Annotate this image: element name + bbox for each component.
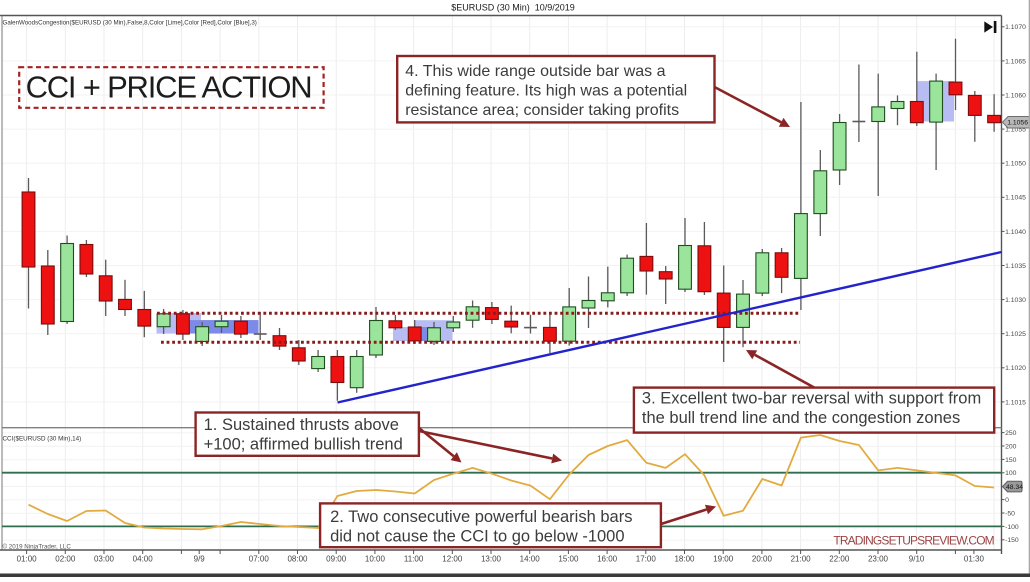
svg-text:09:00: 09:00	[326, 555, 347, 564]
svg-text:10:00: 10:00	[365, 555, 386, 564]
svg-text:1.1070: 1.1070	[1005, 24, 1026, 31]
svg-text:0: 0	[1005, 497, 1009, 504]
svg-text:14:00: 14:00	[520, 555, 541, 564]
svg-text:08:00: 08:00	[287, 555, 308, 564]
svg-text:18:00: 18:00	[674, 555, 695, 564]
svg-text:1.1040: 1.1040	[1005, 229, 1026, 236]
svg-text:250: 250	[1005, 430, 1017, 437]
svg-text:11:00: 11:00	[404, 555, 424, 564]
svg-text:did not cause the CCI to go be: did not cause the CCI to go below -1000	[330, 527, 624, 545]
svg-text:150: 150	[1005, 457, 1017, 464]
svg-text:13:00: 13:00	[481, 555, 502, 564]
svg-text:$EURUSD (30 Min) 10/9/2019: $EURUSD (30 Min) 10/9/2019	[451, 3, 575, 13]
svg-text:21:00: 21:00	[791, 555, 812, 564]
svg-text:-50: -50	[1005, 510, 1015, 517]
svg-text:GalenWoodsCongestion($EURUSD (: GalenWoodsCongestion($EURUSD (30 Min),Fa…	[3, 20, 257, 27]
svg-text:1.1060: 1.1060	[1005, 92, 1026, 99]
svg-text:19:00: 19:00	[713, 555, 734, 564]
svg-text:CCI($EURUSD (30 Min),14): CCI($EURUSD (30 Min),14)	[3, 436, 82, 443]
svg-text:© 2019 NinjaTrader, LLC: © 2019 NinjaTrader, LLC	[3, 544, 72, 551]
svg-text:48.34: 48.34	[1006, 484, 1023, 491]
svg-text:07:00: 07:00	[249, 555, 270, 564]
svg-text:01:00: 01:00	[17, 555, 38, 564]
svg-text:defining feature. Its high was: defining feature. Its high was a potenti…	[405, 82, 687, 99]
svg-text:15:00: 15:00	[558, 555, 579, 564]
svg-text:2. Two consecutive powerful be: 2. Two consecutive powerful bearish bars	[330, 508, 632, 526]
svg-text:03:00: 03:00	[94, 555, 115, 564]
svg-text:+100; affirmed bullish trend: +100; affirmed bullish trend	[204, 435, 403, 453]
svg-text:3. Excellent two-bar reversal: 3. Excellent two-bar reversal with suppo…	[642, 390, 981, 408]
svg-text:1.1035: 1.1035	[1005, 263, 1026, 270]
svg-text:1.1025: 1.1025	[1005, 331, 1026, 338]
svg-text:16:00: 16:00	[597, 555, 618, 564]
svg-text:1.1045: 1.1045	[1005, 195, 1026, 202]
svg-text:200: 200	[1005, 443, 1017, 450]
svg-text:20:00: 20:00	[752, 555, 773, 564]
svg-text:4. This wide range outside bar: 4. This wide range outside bar was a	[405, 63, 665, 80]
svg-text:100: 100	[1005, 470, 1017, 477]
svg-text:22:00: 22:00	[829, 555, 850, 564]
svg-text:04:00: 04:00	[133, 555, 154, 564]
svg-text:9/10: 9/10	[909, 555, 925, 564]
svg-text:01:30: 01:30	[964, 555, 985, 564]
svg-text:1. Sustained thrusts above: 1. Sustained thrusts above	[204, 416, 399, 434]
svg-text:resistance area; consider taki: resistance area; consider taking profits	[405, 102, 679, 119]
svg-text:1.1056: 1.1056	[1007, 120, 1028, 127]
svg-text:-100: -100	[1005, 524, 1019, 531]
svg-text:02:00: 02:00	[55, 555, 76, 564]
svg-text:9/9: 9/9	[194, 555, 206, 564]
svg-text:1.1030: 1.1030	[1005, 297, 1026, 304]
svg-text:12:00: 12:00	[442, 555, 463, 564]
svg-text:1.1020: 1.1020	[1005, 365, 1026, 372]
svg-text:CCI + PRICE ACTION: CCI + PRICE ACTION	[26, 70, 312, 105]
svg-text:TRADINGSETUPSREVIEW.COM: TRADINGSETUPSREVIEW.COM	[833, 533, 994, 547]
svg-text:23:00: 23:00	[868, 555, 889, 564]
svg-text:1.1015: 1.1015	[1005, 399, 1026, 406]
svg-text:1.1055: 1.1055	[1005, 127, 1026, 134]
svg-text:-150: -150	[1005, 537, 1019, 544]
svg-text:1.1065: 1.1065	[1005, 58, 1026, 65]
svg-text:1.1050: 1.1050	[1005, 161, 1026, 168]
svg-text:the bull trend line and the co: the bull trend line and the congestion z…	[642, 409, 960, 427]
svg-text:17:00: 17:00	[636, 555, 657, 564]
